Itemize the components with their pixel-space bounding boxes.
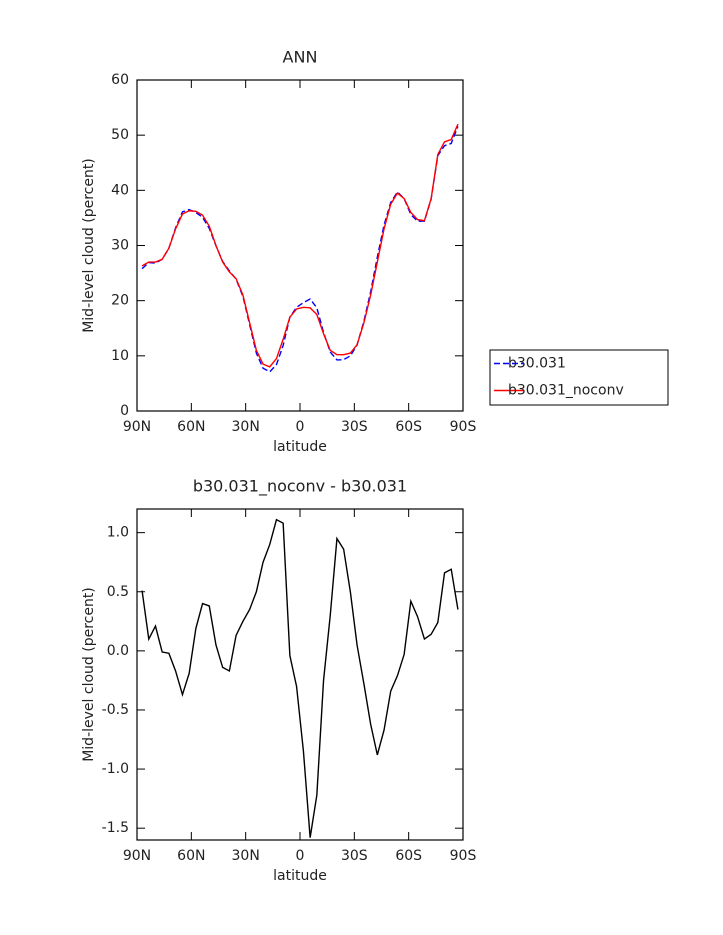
x-tick-label: 30S	[341, 848, 368, 864]
data-line	[141, 518, 459, 838]
y-tick-label: 0.5	[107, 584, 129, 600]
y-tick-label: 0	[120, 403, 129, 419]
x-tick-label: 90N	[123, 848, 151, 864]
x-tick-label: 30S	[341, 419, 368, 435]
x-tick-label: 60N	[177, 848, 205, 864]
x-tick-label: 90S	[450, 848, 477, 864]
y-tick-label: 1.0	[107, 525, 129, 541]
x-tick-label: 30N	[232, 848, 260, 864]
y-tick-label: -0.5	[102, 702, 129, 718]
chart-title: b30.031_noconv - b30.031	[193, 477, 407, 497]
x-tick-label: 90N	[123, 419, 151, 435]
x-tick-label: 60S	[395, 419, 422, 435]
chart-title: ANN	[283, 48, 318, 67]
y-tick-label: 60	[111, 72, 129, 88]
x-axis-label: latitude	[273, 868, 327, 884]
y-tick-label: 0.0	[107, 643, 129, 659]
plot-frame	[136, 79, 464, 412]
data-line	[141, 123, 459, 368]
legend-label: b30.031	[508, 356, 566, 372]
x-tick-label: 0	[296, 848, 305, 864]
y-axis-label: Mid-level cloud (percent)	[81, 587, 97, 762]
x-tick-label: 60N	[177, 419, 205, 435]
y-tick-label: 20	[111, 293, 129, 309]
legend-label: b30.031_noconv	[508, 383, 624, 399]
x-axis-label: latitude	[273, 439, 327, 455]
y-tick-label: 50	[111, 127, 129, 143]
x-tick-label: 60S	[395, 848, 422, 864]
y-axis-label: Mid-level cloud (percent)	[81, 158, 97, 333]
x-tick-label: 0	[296, 419, 305, 435]
data-line	[141, 126, 459, 373]
y-tick-label: 10	[111, 348, 129, 364]
y-tick-label: 30	[111, 238, 129, 254]
y-tick-label: -1.5	[102, 820, 129, 836]
legend-box	[489, 349, 669, 406]
y-tick-label: -1.0	[102, 761, 129, 777]
y-tick-label: 40	[111, 182, 129, 198]
plot-frame	[136, 508, 464, 841]
x-tick-label: 90S	[450, 419, 477, 435]
x-tick-label: 30N	[232, 419, 260, 435]
